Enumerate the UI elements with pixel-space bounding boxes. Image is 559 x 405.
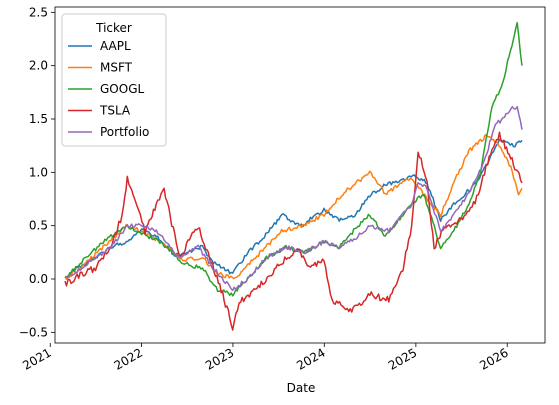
y-tick-label-5: 2.0	[29, 59, 48, 73]
y-tick-label-3: 1.0	[29, 165, 48, 179]
x-tick-label-2023: 2023	[203, 345, 236, 372]
series-line-portfolio	[64, 105, 523, 292]
y-tick-label-6: 2.5	[29, 5, 48, 19]
legend-label-tsla: TSLA	[99, 104, 131, 118]
series-line-aapl	[64, 138, 523, 278]
x-tick-label-2021: 2021	[20, 345, 53, 372]
legend-title: Ticker	[95, 21, 132, 35]
y-tick-label-0: −0.5	[19, 325, 48, 339]
x-tick-label-2024: 2024	[294, 345, 327, 372]
y-tick-label-4: 1.5	[29, 112, 48, 126]
x-axis-ticks: 2021 2022 2023 2024 2025 2026	[20, 343, 511, 373]
y-tick-label-2: 0.5	[29, 219, 48, 233]
legend-box	[61, 13, 167, 147]
plot-area	[64, 21, 523, 331]
series-line-tsla	[64, 131, 523, 331]
y-axis-ticks: −0.5 0.0 0.5 1.0 1.5 2.0 2.5	[19, 5, 55, 339]
x-tick-label-2026: 2026	[477, 345, 510, 372]
x-tick-label-2022: 2022	[112, 345, 145, 372]
legend-label-aapl: AAPL	[100, 39, 131, 53]
x-axis-label: Date	[287, 381, 316, 395]
legend-label-googl: GOOGL	[100, 82, 144, 96]
legend-label-portfolio: Portfolio	[100, 125, 149, 139]
legend-label-msft: MSFT	[100, 61, 133, 75]
legend: Ticker AAPL MSFT GOOGL TSLA Portfolio	[61, 13, 167, 147]
axes-frame	[54, 6, 546, 344]
y-tick-label-1: 0.0	[29, 272, 48, 286]
series-line-msft	[64, 133, 523, 281]
axes-border	[54, 6, 546, 344]
x-tick-label-2025: 2025	[386, 345, 419, 372]
